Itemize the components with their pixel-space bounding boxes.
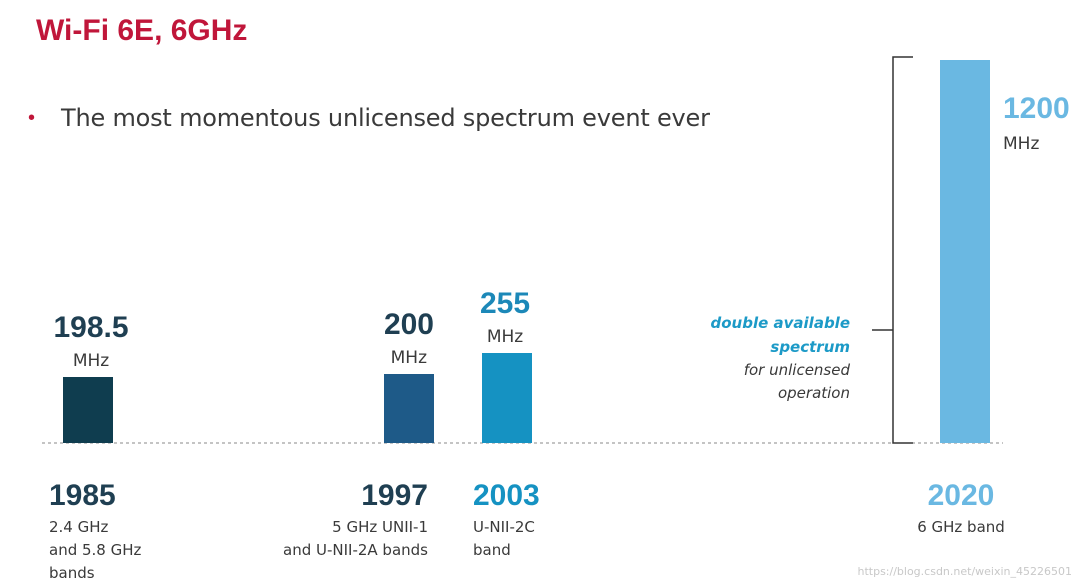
bullet-dot-icon: • bbox=[28, 106, 36, 129]
annotation-line-3: for unlicensed bbox=[744, 361, 851, 379]
value-label-2003: 255 bbox=[480, 287, 530, 320]
bar-2020 bbox=[940, 60, 990, 443]
watermark: https://blog.csdn.net/weixin_45226501 bbox=[857, 565, 1072, 578]
annotation-line-4: operation bbox=[778, 384, 850, 402]
description-1997-0: 5 GHz UNII-1 bbox=[332, 518, 428, 536]
unit-label-2020: MHz bbox=[1003, 134, 1039, 154]
value-label-2020: 1200 bbox=[1003, 92, 1070, 125]
bar-2003 bbox=[482, 353, 532, 443]
bar-1997 bbox=[384, 374, 434, 443]
value-label-1997: 200 bbox=[384, 308, 434, 341]
year-label-1997: 1997 bbox=[361, 479, 428, 512]
annotation-line-1: double available bbox=[711, 314, 850, 332]
unit-label-1997: MHz bbox=[391, 348, 427, 368]
value-label-1985: 198.5 bbox=[53, 311, 128, 344]
bracket-line bbox=[892, 56, 913, 444]
year-label-2020: 2020 bbox=[928, 479, 995, 512]
bar-1985 bbox=[63, 377, 113, 443]
year-label-1985: 1985 bbox=[49, 479, 116, 512]
annotation-line-2: spectrum bbox=[770, 338, 850, 356]
description-2020-0: 6 GHz band bbox=[917, 518, 1005, 536]
description-1985-0: 2.4 GHz bbox=[49, 518, 109, 536]
year-label-2003: 2003 bbox=[473, 479, 540, 512]
page-title: Wi-Fi 6E, 6GHz bbox=[36, 14, 248, 47]
description-1985-2: bands bbox=[49, 564, 95, 582]
description-1985-1: and 5.8 GHz bbox=[49, 541, 142, 559]
description-2003-0: U-NII-2C bbox=[473, 518, 535, 536]
bullet-text: The most momentous unlicensed spectrum e… bbox=[61, 104, 710, 132]
bullet-item: • The most momentous unlicensed spectrum… bbox=[28, 104, 710, 132]
description-2003-1: band bbox=[473, 541, 511, 559]
unit-label-1985: MHz bbox=[73, 351, 109, 371]
unit-label-2003: MHz bbox=[487, 327, 523, 347]
description-1997-1: and U-NII-2A bands bbox=[283, 541, 428, 559]
